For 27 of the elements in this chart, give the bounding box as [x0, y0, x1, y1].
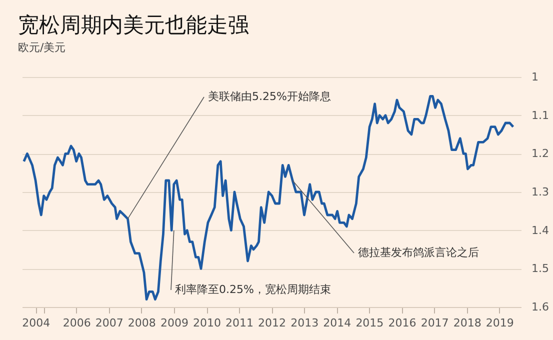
- y-tick-label: 1: [532, 70, 538, 84]
- y-tick-label: 1.6: [532, 300, 549, 314]
- x-tick-label: 2014: [323, 316, 352, 330]
- x-tick-label: 2015: [356, 316, 384, 330]
- x-tick-label: 2017: [420, 316, 449, 330]
- y-tick-label: 1.2: [532, 147, 549, 160]
- x-tick-label: 2011: [226, 316, 254, 330]
- x-tick-label: 2006: [62, 316, 91, 330]
- annotation: 利率降至0.25%，宽松周期结束: [175, 283, 331, 296]
- x-tick-label: 2012: [258, 316, 286, 330]
- y-tick-label: 1.1: [532, 108, 549, 122]
- annotation: 美联储由5.25%开始降息: [208, 90, 331, 103]
- x-tick-label: 2018: [453, 316, 482, 330]
- x-tick-label: 2008: [128, 316, 156, 330]
- y-tick-label: 1.4: [532, 224, 549, 237]
- x-tick-label: 2009: [160, 316, 188, 330]
- x-tick-label: 2007: [95, 316, 124, 330]
- x-tick-label: 2019: [486, 316, 514, 330]
- x-tick-label: 2010: [193, 316, 222, 330]
- chart-subtitle: 欧元/美元: [18, 41, 66, 54]
- x-tick-label: 2004: [22, 316, 50, 330]
- y-tick-label: 1.5: [532, 262, 549, 276]
- annotation: 德拉基发布鸽派言论之后: [358, 246, 479, 259]
- x-tick-label: 2016: [388, 316, 416, 330]
- x-tick-label: 2013: [290, 316, 319, 330]
- y-tick-label: 1.3: [532, 186, 549, 198]
- chart-title: 宽松周期内美元也能走强: [18, 13, 249, 37]
